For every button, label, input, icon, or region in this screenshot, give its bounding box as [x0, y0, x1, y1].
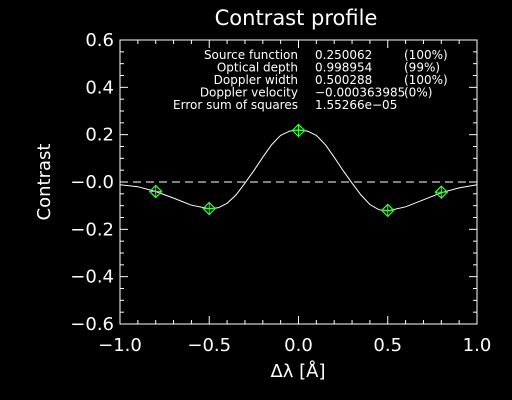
y-tick-label: 0.6 [85, 30, 114, 51]
y-tick-label: −0.2 [70, 219, 114, 240]
fit-parameter-value: 0.500288 [315, 73, 372, 87]
chart-title: Contrast profile [215, 6, 378, 30]
y-tick-label: 0.4 [85, 77, 114, 98]
y-axis-ticks: 0.6 0.4 0.2 −0.0 −0.2 −0.4 −0.6 [70, 30, 477, 335]
marker-diamond [291, 123, 306, 138]
marker-diamond [148, 184, 163, 199]
fit-parameter-percent: (0%) [404, 86, 432, 100]
x-tick-label: −1.0 [98, 335, 142, 356]
fit-parameter-row: Source function 0.250062 (100%) [204, 48, 448, 62]
fit-parameter-label: Doppler velocity [200, 86, 298, 100]
data-point-marker [148, 184, 163, 199]
x-tick-label: −0.5 [187, 335, 231, 356]
y-axis-label: Contrast [34, 144, 55, 221]
x-axis-ticks: −1.0 −0.5 0.0 0.5 1.0 [98, 40, 491, 356]
fit-parameters: Source function 0.250062 (100%)Optical dep… [173, 48, 448, 112]
data-point-marker [434, 185, 449, 200]
fit-parameter-percent: (100%) [404, 73, 448, 87]
fit-parameter-label: Source function [204, 48, 298, 62]
fit-parameter-row: Optical depth 0.998954 (99%) [217, 61, 440, 75]
marker-diamond [434, 185, 449, 200]
fit-parameter-value: 0.250062 [315, 48, 372, 62]
x-tick-label: 0.0 [284, 335, 313, 356]
fit-parameter-row: Doppler velocity −0.000363985(0%) [200, 86, 433, 100]
data-point-marker [202, 201, 217, 216]
fit-parameter-label: Optical depth [217, 61, 298, 75]
fit-parameter-value: 0.998954 [315, 61, 372, 75]
y-tick-label: −0.6 [70, 314, 114, 335]
fit-parameter-percent: (99%) [404, 61, 440, 75]
y-tick-label: −0.4 [70, 267, 114, 288]
y-tick-label: −0.0 [70, 172, 114, 193]
x-axis-label: Δλ [Å] [270, 360, 325, 382]
plot-content [119, 123, 478, 218]
marker-diamond [202, 201, 217, 216]
fit-parameter-value: 1.55266e−05 [315, 98, 397, 112]
y-tick-label: 0.2 [85, 125, 114, 146]
x-tick-label: 1.0 [463, 335, 492, 356]
fit-parameter-row: Error sum of squares 1.55266e−05 [173, 98, 397, 112]
data-point-marker [380, 203, 395, 218]
data-point-marker [291, 123, 306, 138]
fit-parameter-row: Doppler width 0.500288 (100%) [214, 73, 448, 87]
fit-parameter-value: −0.000363985 [315, 86, 405, 100]
fit-parameter-label: Error sum of squares [173, 98, 298, 112]
fit-parameter-percent: (100%) [404, 48, 448, 62]
x-tick-label: 0.5 [373, 335, 402, 356]
fit-parameter-label: Doppler width [214, 73, 298, 87]
